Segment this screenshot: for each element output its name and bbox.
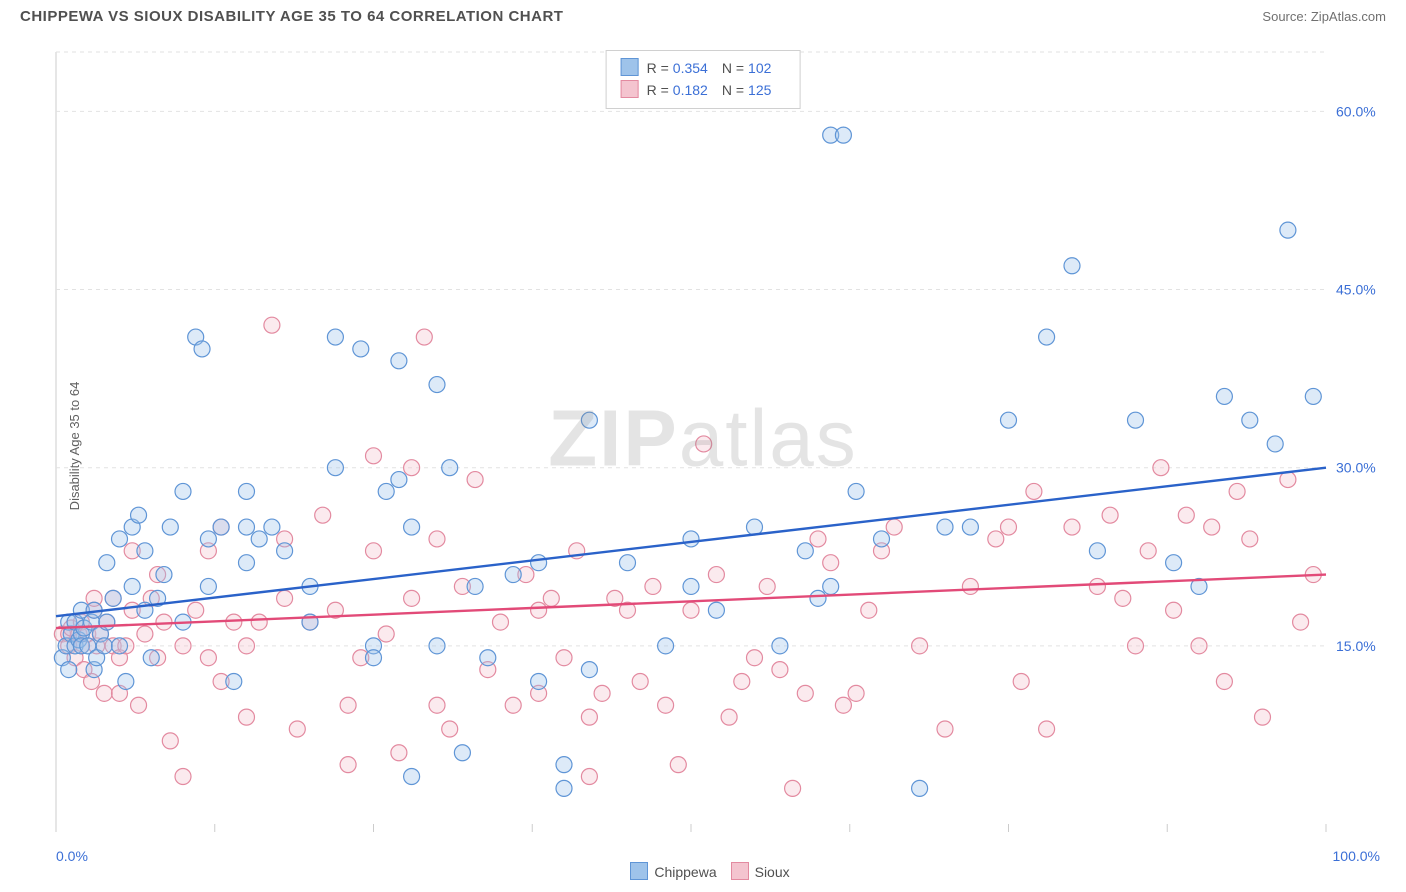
legend-n-label: N = [722,82,744,98]
legend-n-label: N = [722,60,744,76]
source-label: Source: [1262,9,1307,24]
legend-r-label: R = [647,82,669,98]
series-label: Sioux [755,864,790,880]
series-swatch [630,862,648,880]
legend-r-value: 0.354 [673,60,708,76]
legend-n-value: 125 [748,82,771,98]
source-link[interactable]: ZipAtlas.com [1311,9,1386,24]
chart-title: CHIPPEWA VS SIOUX DISABILITY AGE 35 TO 6… [20,8,563,25]
series-legend: Chippewa Sioux [0,862,1406,880]
legend-r-value: 0.182 [673,82,708,98]
svg-text:15.0%: 15.0% [1336,638,1376,654]
svg-text:45.0%: 45.0% [1336,282,1376,298]
plot-area: 15.0% 30.0% 45.0% 60.0% [50,46,1386,842]
scatter-chart: 15.0% 30.0% 45.0% 60.0% [50,46,1386,842]
svg-text:30.0%: 30.0% [1336,460,1376,476]
legend-row: R =0.182 N =125 [621,79,786,101]
legend-row: R =0.354 N =102 [621,57,786,79]
source-credit: Source: ZipAtlas.com [1262,9,1386,24]
svg-text:60.0%: 60.0% [1336,103,1376,119]
header: CHIPPEWA VS SIOUX DISABILITY AGE 35 TO 6… [0,0,1406,29]
legend-n-value: 102 [748,60,771,76]
correlation-legend: R =0.354 N =102 R =0.182 N =125 [606,50,801,109]
series-label: Chippewa [654,864,716,880]
series-swatch [731,862,749,880]
legend-swatch [621,58,639,76]
legend-swatch [621,80,639,98]
legend-r-label: R = [647,60,669,76]
